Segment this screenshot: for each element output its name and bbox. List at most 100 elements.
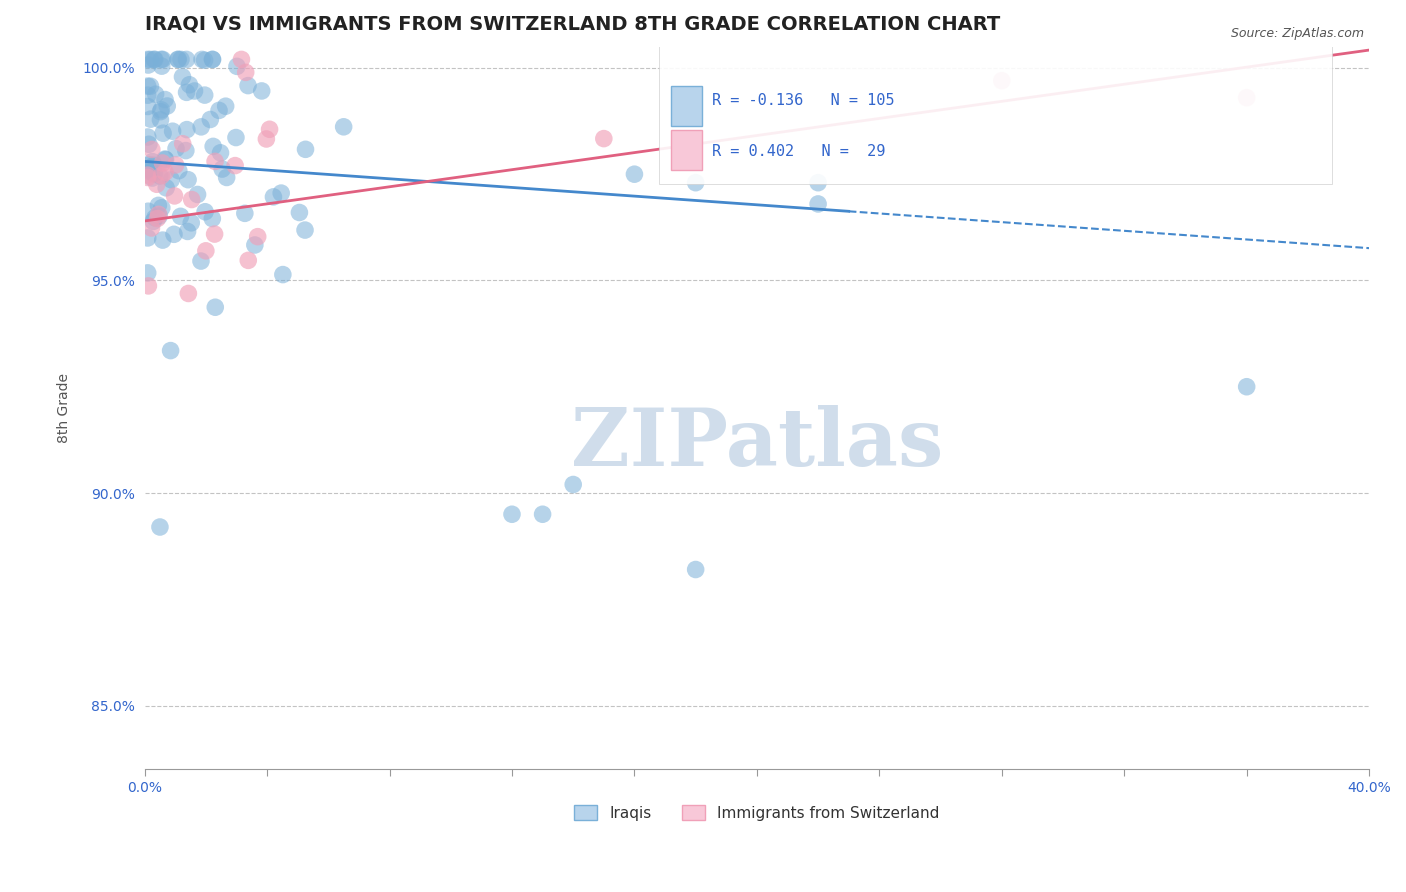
Point: [150, 53, 173, 67]
Point: [209, 145, 232, 160]
Point: [167, 53, 190, 67]
Point: [149, 112, 172, 127]
Point: [592, 131, 614, 145]
Point: [180, 193, 202, 207]
Point: [294, 223, 316, 237]
Point: [166, 53, 188, 67]
Point: [146, 211, 169, 226]
Point: [187, 187, 209, 202]
Point: [136, 130, 159, 145]
Point: [194, 88, 217, 103]
Point: [204, 300, 226, 314]
Point: [271, 268, 294, 282]
Point: [501, 508, 523, 522]
Point: [685, 176, 707, 190]
Point: [145, 87, 167, 102]
Point: [215, 170, 238, 185]
Point: [136, 99, 159, 113]
Point: [159, 343, 181, 358]
Point: [136, 162, 159, 177]
Point: [194, 53, 217, 67]
Point: [562, 477, 585, 491]
Point: [136, 58, 159, 72]
Point: [201, 53, 224, 67]
Point: [233, 206, 256, 220]
Point: [180, 216, 202, 230]
Point: [150, 201, 173, 215]
Point: [136, 204, 159, 219]
Point: [211, 162, 233, 177]
Y-axis label: 8th Grade: 8th Grade: [58, 373, 72, 443]
Legend: Iraqis, Immigrants from Switzerland: Iraqis, Immigrants from Switzerland: [568, 798, 946, 827]
Point: [150, 103, 173, 117]
Point: [204, 154, 226, 169]
Point: [176, 53, 198, 67]
Point: [149, 520, 172, 534]
Point: [167, 163, 190, 178]
Point: [152, 53, 174, 67]
Point: [143, 53, 166, 67]
Point: [155, 153, 177, 167]
Point: [143, 167, 166, 181]
Point: [194, 244, 217, 258]
Point: [225, 130, 247, 145]
Point: [163, 227, 186, 242]
Point: [176, 122, 198, 136]
Point: [141, 165, 163, 179]
Point: [150, 169, 173, 183]
Point: [142, 158, 165, 172]
Point: [153, 165, 176, 179]
Point: [250, 84, 273, 98]
Text: R = 0.402   N =  29: R = 0.402 N = 29: [711, 144, 884, 159]
Point: [136, 53, 159, 67]
Point: [136, 79, 159, 94]
Point: [162, 124, 184, 138]
Point: [174, 144, 197, 158]
Point: [141, 171, 163, 186]
Point: [215, 99, 238, 113]
Point: [143, 53, 166, 67]
Point: [685, 562, 707, 576]
Point: [138, 137, 160, 152]
Point: [991, 73, 1014, 87]
Point: [531, 508, 554, 522]
Point: [152, 156, 174, 170]
Point: [142, 214, 165, 228]
Point: [246, 229, 269, 244]
Text: R = -0.136   N = 105: R = -0.136 N = 105: [711, 94, 894, 108]
FancyBboxPatch shape: [659, 39, 1333, 184]
Point: [165, 158, 187, 172]
Point: [136, 88, 159, 103]
Point: [177, 286, 200, 301]
Point: [224, 159, 246, 173]
Point: [142, 167, 165, 181]
Point: [294, 142, 316, 156]
Point: [254, 132, 277, 146]
Point: [153, 93, 176, 107]
Point: [148, 198, 170, 212]
Point: [172, 70, 194, 84]
Point: [149, 104, 172, 119]
Point: [141, 143, 163, 157]
Point: [139, 53, 162, 67]
Point: [141, 161, 163, 175]
Point: [155, 181, 177, 195]
Point: [136, 231, 159, 245]
Point: [238, 253, 260, 268]
Point: [152, 233, 174, 247]
Point: [141, 221, 163, 235]
Point: [145, 178, 167, 192]
Point: [208, 103, 231, 118]
Point: [169, 210, 191, 224]
Point: [807, 197, 830, 211]
Point: [332, 120, 354, 134]
Point: [139, 79, 162, 94]
Point: [1236, 91, 1258, 105]
Point: [201, 211, 224, 226]
Point: [165, 142, 187, 156]
Point: [231, 53, 253, 67]
Point: [150, 59, 173, 73]
Point: [204, 227, 226, 241]
Point: [172, 136, 194, 151]
Point: [152, 126, 174, 140]
